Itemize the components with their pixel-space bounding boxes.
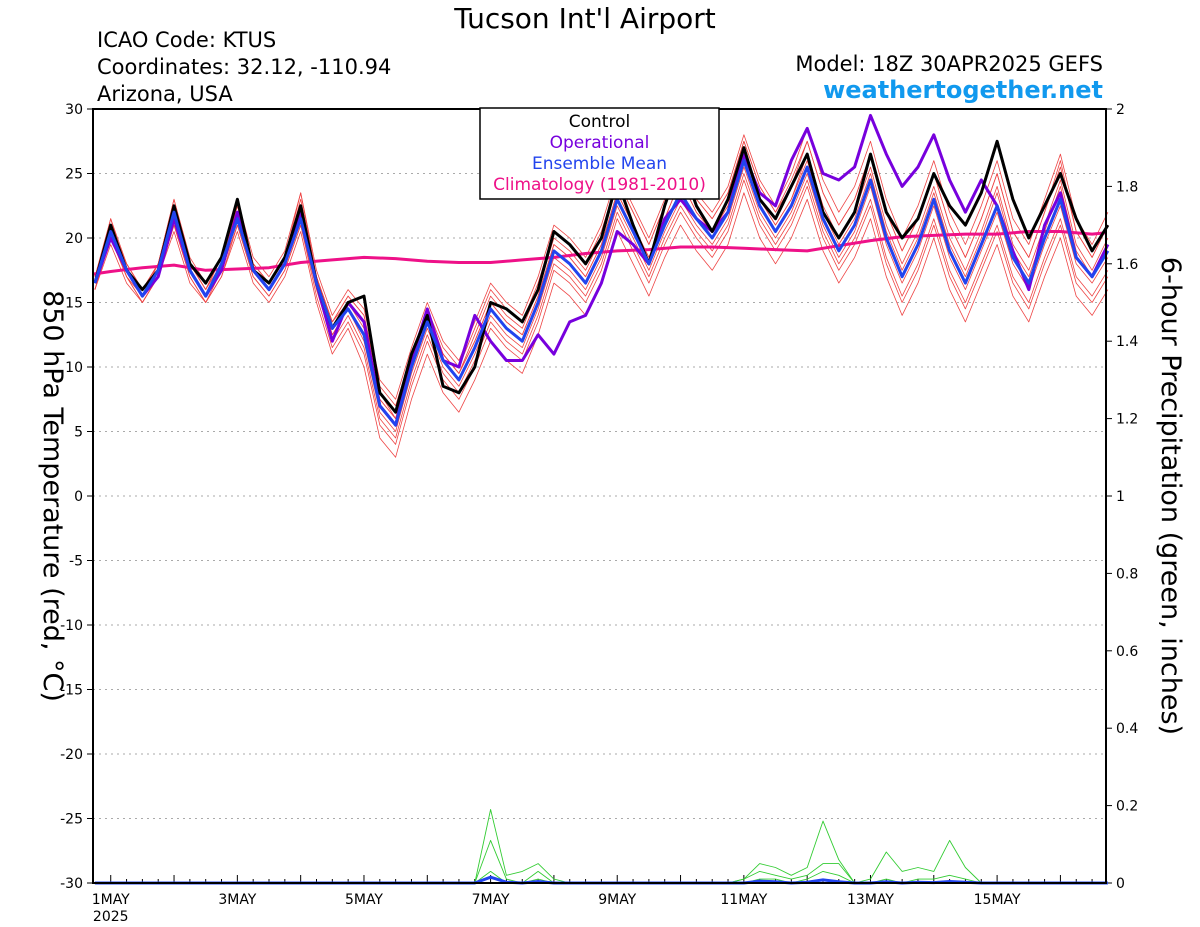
x-tick-label: 1MAY [92, 892, 130, 908]
ensemble-member-line [94, 179, 1109, 445]
y-tick-label: -20 [60, 747, 83, 763]
ensemble-member-line [94, 166, 1109, 432]
legend-entry: Operational [550, 133, 650, 153]
legend-box [479, 107, 720, 200]
ensemble-member-line [94, 127, 1109, 400]
y-tick-label: -5 [69, 554, 83, 570]
y-tick-label: 30 [65, 102, 83, 118]
model-run: Model: 18Z 30APR2025 GEFS [795, 52, 1103, 76]
y2-tick-label: 0.2 [1116, 799, 1138, 815]
x-tick-label: 5MAY [345, 892, 383, 908]
y-tick-label: 10 [65, 360, 83, 376]
x-tick-sublabel: 2025 [93, 909, 129, 925]
legend-entry: Ensemble Mean [532, 154, 667, 174]
y-tick-label: -15 [60, 683, 83, 699]
y2-tick-label: 0.8 [1116, 566, 1138, 582]
y-tick-label: 25 [65, 167, 83, 183]
website-link[interactable]: weathertogether.net [823, 76, 1103, 104]
y-tick-label: 5 [74, 425, 83, 441]
y2-tick-label: 1 [1116, 489, 1125, 505]
x-tick-label: 7MAY [472, 892, 510, 908]
coordinates: Coordinates: 32.12, -110.94 [97, 55, 392, 79]
y-tick-label: -25 [60, 812, 83, 828]
legend-entry: Control [569, 112, 630, 132]
y-tick-label: 20 [65, 231, 83, 247]
x-tick-label: 9MAY [598, 892, 636, 908]
y2-tick-label: 0.6 [1116, 644, 1138, 660]
y2-tick-label: 1.6 [1116, 257, 1138, 273]
x-tick-label: 13MAY [847, 892, 894, 908]
ensemble-member-line [94, 153, 1109, 420]
y2-axis-title: 6-hour Precipitation (green, inches) [1155, 257, 1186, 735]
ensemble-member-line [94, 160, 1109, 426]
x-tick-label: 11MAY [720, 892, 767, 908]
region: Arizona, USA [97, 82, 233, 106]
y2-tick-label: 1.4 [1116, 334, 1138, 350]
y2-tick-label: 0 [1116, 876, 1125, 892]
y-tick-label: -30 [60, 876, 83, 892]
chart-title: Tucson Int'l Airport [454, 2, 716, 35]
y2-tick-label: 0.4 [1116, 721, 1138, 737]
legend-entry: Climatology (1981-2010) [493, 175, 706, 195]
y-tick-label: 15 [65, 296, 83, 312]
y2-tick-label: 1.2 [1116, 412, 1138, 428]
y-tick-label: -10 [60, 618, 83, 634]
x-tick-label: 15MAY [974, 892, 1021, 908]
control-line [93, 139, 1110, 414]
y2-tick-label: 1.8 [1116, 179, 1138, 195]
y2-tick-label: 2 [1116, 102, 1125, 118]
y-tick-label: 0 [74, 489, 83, 505]
precip-member-line [94, 809, 1108, 884]
x-tick-label: 3MAY [218, 892, 256, 908]
ensemble-mean-line [93, 159, 1110, 427]
y-axis-title: 850 hPa Temperature (red, °C) [37, 290, 68, 702]
icao-code: ICAO Code: KTUS [97, 28, 277, 52]
